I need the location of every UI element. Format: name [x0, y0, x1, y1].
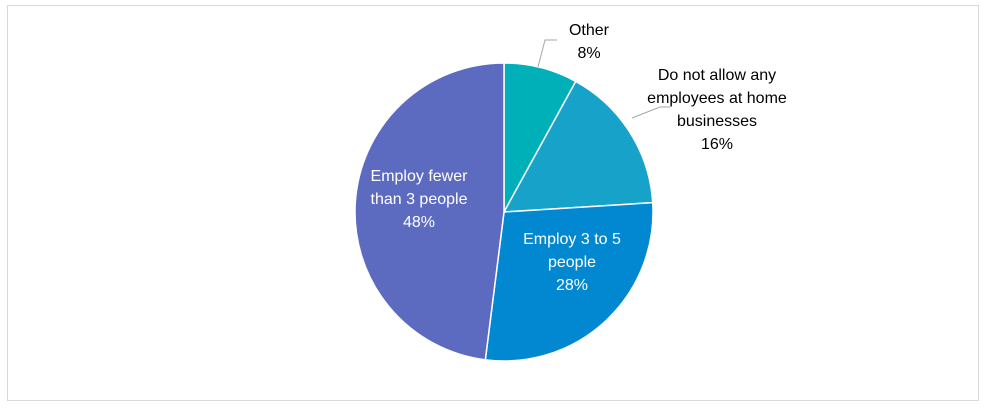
slice-labels: Other 8% Do not allow any employees at home…	[371, 22, 787, 294]
slice-label-line-2-0: Employ 3 to 5	[523, 231, 621, 248]
pie-slice-1	[502, 80, 654, 213]
leader-lines	[537, 39, 670, 119]
slice-label-1: Do not allow any employees at home busines…	[647, 67, 787, 153]
slice-percent-2: 28%	[556, 277, 588, 294]
slice-percent-0: 8%	[577, 45, 600, 62]
slice-label-line-2-1: people	[548, 254, 596, 271]
leader-line-0	[537, 39, 557, 68]
slice-percent-1: 16%	[701, 136, 733, 153]
slice-label-line-0-0: Other	[569, 22, 610, 39]
leader-line-1	[631, 106, 670, 119]
slice-label-3: Employ fewer than 3 people 48%	[371, 168, 469, 231]
slice-label-line-3-1: than 3 people	[371, 191, 468, 208]
slice-label-2: Employ 3 to 5 people 28%	[523, 231, 621, 294]
slice-label-line-1-2: businesses	[677, 113, 757, 130]
slice-label-line-1-0: Do not allow any	[658, 67, 776, 84]
slice-label-0: Other 8%	[569, 22, 610, 62]
pie-slice-3	[354, 62, 505, 361]
slice-label-line-3-0: Employ fewer	[371, 168, 469, 185]
slice-percent-3: 48%	[403, 214, 435, 231]
slice-label-line-1-1: employees at home	[647, 90, 787, 107]
pie-slices	[354, 62, 654, 362]
pie-slice-2	[484, 201, 654, 362]
